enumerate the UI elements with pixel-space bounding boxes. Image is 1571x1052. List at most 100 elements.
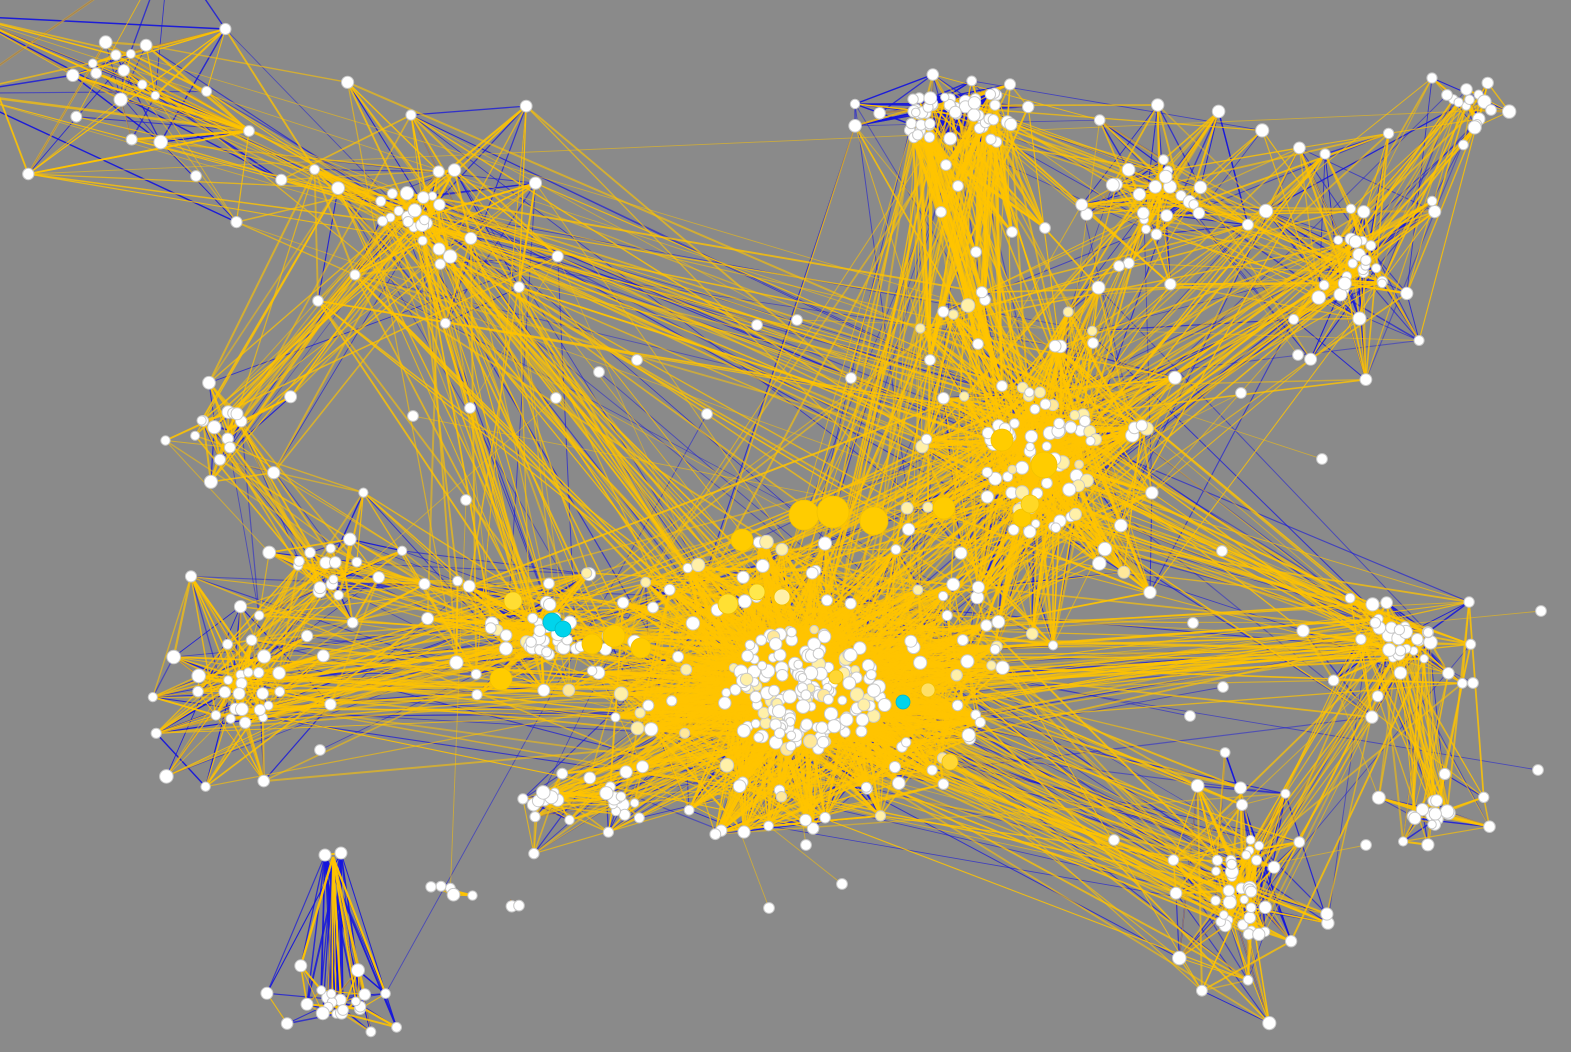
- graph-node[interactable]: [629, 798, 640, 808]
- graph-node[interactable]: [365, 1026, 377, 1038]
- graph-node[interactable]: [315, 1006, 330, 1021]
- graph-node[interactable]: [737, 825, 751, 839]
- graph-node[interactable]: [1428, 205, 1442, 219]
- graph-node[interactable]: [223, 441, 236, 454]
- graph-node[interactable]: [970, 246, 982, 258]
- graph-node[interactable]: [1532, 764, 1544, 776]
- graph-node[interactable]: [821, 594, 833, 607]
- graph-node[interactable]: [739, 672, 754, 687]
- graph-node[interactable]: [1069, 409, 1080, 421]
- graph-node[interactable]: [644, 722, 659, 737]
- graph-node[interactable]: [312, 295, 324, 307]
- graph-node[interactable]: [235, 702, 249, 717]
- graph-node[interactable]: [1192, 206, 1206, 220]
- graph-node[interactable]: [845, 372, 857, 384]
- graph-node[interactable]: [407, 203, 422, 218]
- graph-node[interactable]: [304, 546, 316, 559]
- graph-node[interactable]: [749, 690, 762, 704]
- graph-node[interactable]: [1426, 195, 1438, 207]
- graph-node[interactable]: [331, 181, 346, 196]
- graph-node[interactable]: [153, 134, 168, 150]
- graph-node[interactable]: [1122, 257, 1135, 270]
- graph-node[interactable]: [805, 566, 819, 580]
- graph-node[interactable]: [1004, 117, 1018, 132]
- graph-node[interactable]: [550, 392, 562, 404]
- graph-node-weighted[interactable]: [828, 669, 844, 685]
- graph-node[interactable]: [1025, 627, 1039, 641]
- graph-node[interactable]: [98, 35, 113, 50]
- graph-node[interactable]: [442, 249, 458, 264]
- graph-node[interactable]: [581, 567, 593, 579]
- graph-node[interactable]: [768, 637, 783, 651]
- graph-node[interactable]: [325, 543, 336, 554]
- graph-node[interactable]: [253, 667, 265, 679]
- graph-node[interactable]: [333, 589, 344, 601]
- graph-node[interactable]: [1211, 854, 1224, 866]
- graph-node[interactable]: [1216, 545, 1228, 557]
- graph-node[interactable]: [1535, 605, 1547, 617]
- graph-node-weighted[interactable]: [602, 624, 626, 648]
- graph-node[interactable]: [1245, 885, 1258, 898]
- graph-node[interactable]: [954, 546, 968, 560]
- graph-node[interactable]: [160, 435, 171, 446]
- graph-node[interactable]: [795, 699, 811, 714]
- graph-node[interactable]: [751, 319, 763, 331]
- graph-node[interactable]: [90, 67, 103, 80]
- graph-node-weighted[interactable]: [630, 637, 652, 659]
- graph-node[interactable]: [776, 669, 789, 682]
- graph-node[interactable]: [418, 577, 431, 591]
- graph-node[interactable]: [741, 649, 754, 663]
- graph-node[interactable]: [631, 354, 643, 366]
- graph-node[interactable]: [446, 887, 461, 902]
- graph-node[interactable]: [961, 728, 976, 743]
- graph-node[interactable]: [981, 466, 993, 478]
- graph-node[interactable]: [425, 881, 437, 893]
- graph-node[interactable]: [848, 119, 862, 133]
- graph-node[interactable]: [243, 667, 254, 678]
- graph-node[interactable]: [793, 659, 804, 670]
- graph-node[interactable]: [1365, 710, 1379, 724]
- graph-node[interactable]: [972, 338, 984, 350]
- graph-node[interactable]: [1151, 98, 1165, 112]
- graph-node[interactable]: [543, 597, 557, 612]
- graph-node[interactable]: [113, 92, 128, 107]
- graph-node[interactable]: [755, 634, 768, 647]
- graph-node-weighted[interactable]: [788, 499, 820, 531]
- graph-node[interactable]: [853, 641, 867, 655]
- graph-node[interactable]: [1184, 710, 1196, 722]
- graph-node[interactable]: [1034, 386, 1046, 399]
- graph-node[interactable]: [1048, 339, 1062, 353]
- graph-node[interactable]: [1254, 840, 1265, 851]
- graph-node[interactable]: [1337, 276, 1352, 291]
- graph-node[interactable]: [233, 600, 248, 614]
- graph-node[interactable]: [827, 719, 842, 734]
- graph-node[interactable]: [1241, 218, 1254, 231]
- graph-node[interactable]: [351, 963, 365, 978]
- graph-node[interactable]: [683, 804, 695, 816]
- graph-node-weighted[interactable]: [990, 428, 1014, 452]
- graph-node[interactable]: [773, 648, 787, 662]
- graph-node[interactable]: [1422, 627, 1434, 638]
- graph-node[interactable]: [849, 98, 861, 110]
- graph-node[interactable]: [280, 1017, 294, 1030]
- graph-node[interactable]: [245, 634, 258, 647]
- graph-node[interactable]: [1398, 836, 1409, 847]
- graph-node[interactable]: [293, 555, 305, 567]
- graph-node[interactable]: [421, 612, 435, 625]
- graph-node[interactable]: [1078, 415, 1091, 428]
- graph-node[interactable]: [737, 594, 752, 609]
- graph-node[interactable]: [462, 579, 476, 593]
- graph-node[interactable]: [816, 735, 830, 749]
- graph-node[interactable]: [517, 793, 529, 805]
- graph-node[interactable]: [218, 685, 232, 699]
- graph-node[interactable]: [892, 776, 906, 791]
- graph-node[interactable]: [680, 663, 693, 676]
- graph-node[interactable]: [1113, 260, 1125, 272]
- graph-node[interactable]: [210, 710, 222, 721]
- graph-node[interactable]: [326, 988, 337, 999]
- graph-node[interactable]: [191, 668, 206, 684]
- graph-node[interactable]: [219, 22, 232, 36]
- graph-node[interactable]: [709, 828, 722, 841]
- graph-node[interactable]: [995, 660, 1010, 675]
- graph-node[interactable]: [396, 545, 408, 556]
